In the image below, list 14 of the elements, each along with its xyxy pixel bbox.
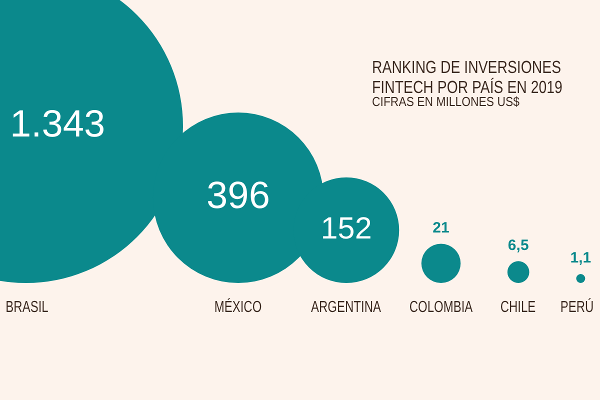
data-label: 1,1 xyxy=(570,250,592,267)
text: RANKING DE INVERSIONES FINTECH POR PAÍS EN 2019 xyxy=(372,57,564,97)
category-label: ARGENTINA xyxy=(311,299,382,317)
text: CIFRAS EN MILLONES US$ xyxy=(372,94,520,109)
data-label: 396 xyxy=(206,175,270,218)
category-label: BRASIL xyxy=(6,299,49,317)
data-label: 152 xyxy=(320,212,372,246)
data-label: 6,5 xyxy=(508,236,529,254)
category-label: CHILE xyxy=(500,299,536,317)
category-label: PERÚ xyxy=(560,299,594,317)
category-label: MÉXICO xyxy=(214,299,262,317)
data-label: 1.343 xyxy=(10,103,106,146)
category-label: COLOMBIA xyxy=(409,299,473,317)
data-label: 21 xyxy=(432,219,450,236)
